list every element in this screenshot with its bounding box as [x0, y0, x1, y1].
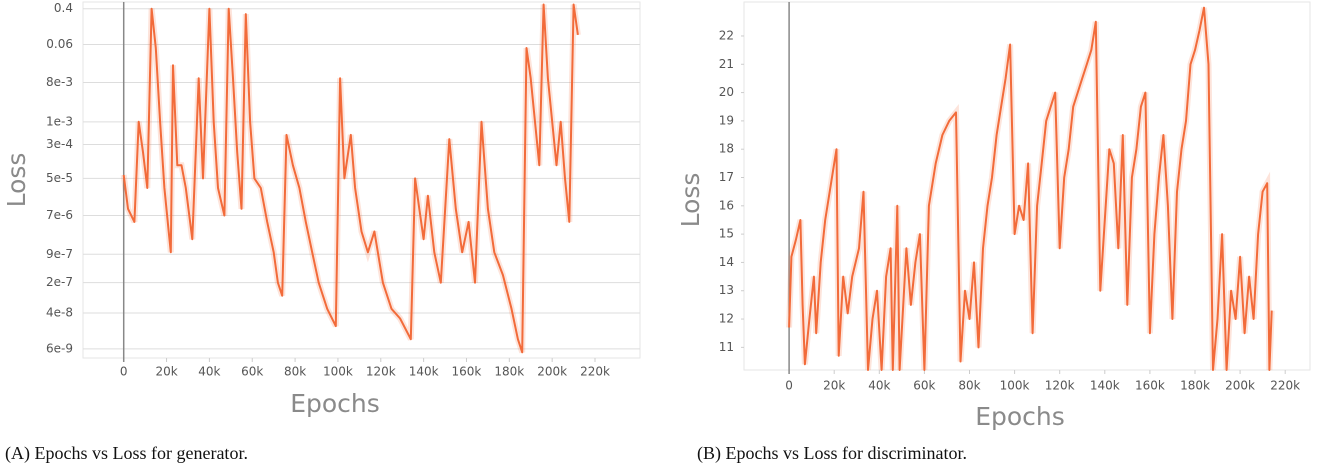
caption: (B) Epochs vs Loss for discriminator.	[697, 443, 967, 464]
x-tick-label: 100k	[1000, 379, 1030, 393]
x-tick-label: 120k	[366, 365, 396, 379]
x-tick-label: 100k	[323, 365, 353, 379]
y-tick-label: 12	[719, 312, 734, 326]
y-tick-label: 8e-3	[46, 75, 73, 89]
y-tick-label: 15	[719, 227, 734, 241]
x-tick-label: 180k	[494, 365, 524, 379]
y-tick-label: 11	[719, 340, 734, 354]
x-tick-label: 20k	[155, 365, 177, 379]
y-tick-label: 1e-3	[46, 114, 73, 128]
y-tick-label: 19	[719, 113, 734, 127]
series-line	[122, 3, 579, 354]
x-tick-label: 80k	[958, 379, 980, 393]
x-tick-label: 40k	[868, 379, 890, 393]
y-tick-label: 3e-4	[46, 137, 73, 151]
y-tick-label: 16	[719, 198, 734, 212]
y-tick-label: 6e-9	[46, 341, 73, 355]
y-tick-label: 5e-5	[46, 171, 73, 185]
y-tick-label: 2e-7	[46, 275, 73, 289]
y-tick-label: 20	[719, 85, 734, 99]
y-tick-label: 4e-8	[46, 306, 73, 320]
x-tick-label: 40k	[198, 365, 220, 379]
y-tick-label: 22	[719, 28, 734, 42]
y-tick-label: 17	[719, 170, 734, 184]
y-axis-title: Loss	[676, 173, 705, 228]
chart: 11 12 13 14 15 16 17 18 19 20 21 22 0 20k 40k 60k 80k 100…	[676, 1, 1311, 464]
x-tick-label: 200k	[537, 365, 567, 379]
y-tick-label: 21	[719, 57, 734, 71]
caption: (A) Epochs vs Loss for generator.	[5, 443, 248, 464]
y-tick-label: 0.4	[54, 1, 73, 15]
x-tick-label: 60k	[913, 379, 935, 393]
x-tick-label: 220k	[580, 365, 610, 379]
y-tick-label: 14	[719, 255, 734, 269]
series-line	[788, 6, 1273, 371]
y-tick-label: 18	[719, 142, 734, 156]
y-tick-label: 9e-7	[46, 247, 73, 261]
x-tick-label: 160k	[452, 365, 482, 379]
chart: 0.4 0.06 8e-3 1e-3 3e-4 5e-5 7e-6 9e-7 2e-7 4e-8 6…	[2, 1, 641, 464]
x-tick-label: 140k	[1090, 379, 1120, 393]
x-tick-label: 0	[785, 379, 793, 393]
x-tick-label: 200k	[1225, 379, 1255, 393]
x-tick-label: 80k	[284, 365, 306, 379]
x-tick-label: 120k	[1045, 379, 1075, 393]
y-tick-label: 0.06	[46, 37, 73, 51]
x-tick-label: 220k	[1270, 379, 1300, 393]
x-tick-label: 180k	[1180, 379, 1210, 393]
x-tick-label: 60k	[241, 365, 263, 379]
y-tick-label: 13	[719, 283, 734, 297]
y-tick-label: 7e-6	[46, 208, 73, 222]
x-tick-label: 160k	[1135, 379, 1165, 393]
x-axis-title: Epochs	[975, 402, 1065, 431]
x-tick-label: 20k	[823, 379, 845, 393]
y-axis-title: Loss	[2, 153, 31, 208]
x-tick-label: 140k	[409, 365, 439, 379]
x-tick-label: 0	[120, 365, 128, 379]
x-axis-title: Epochs	[290, 389, 380, 418]
